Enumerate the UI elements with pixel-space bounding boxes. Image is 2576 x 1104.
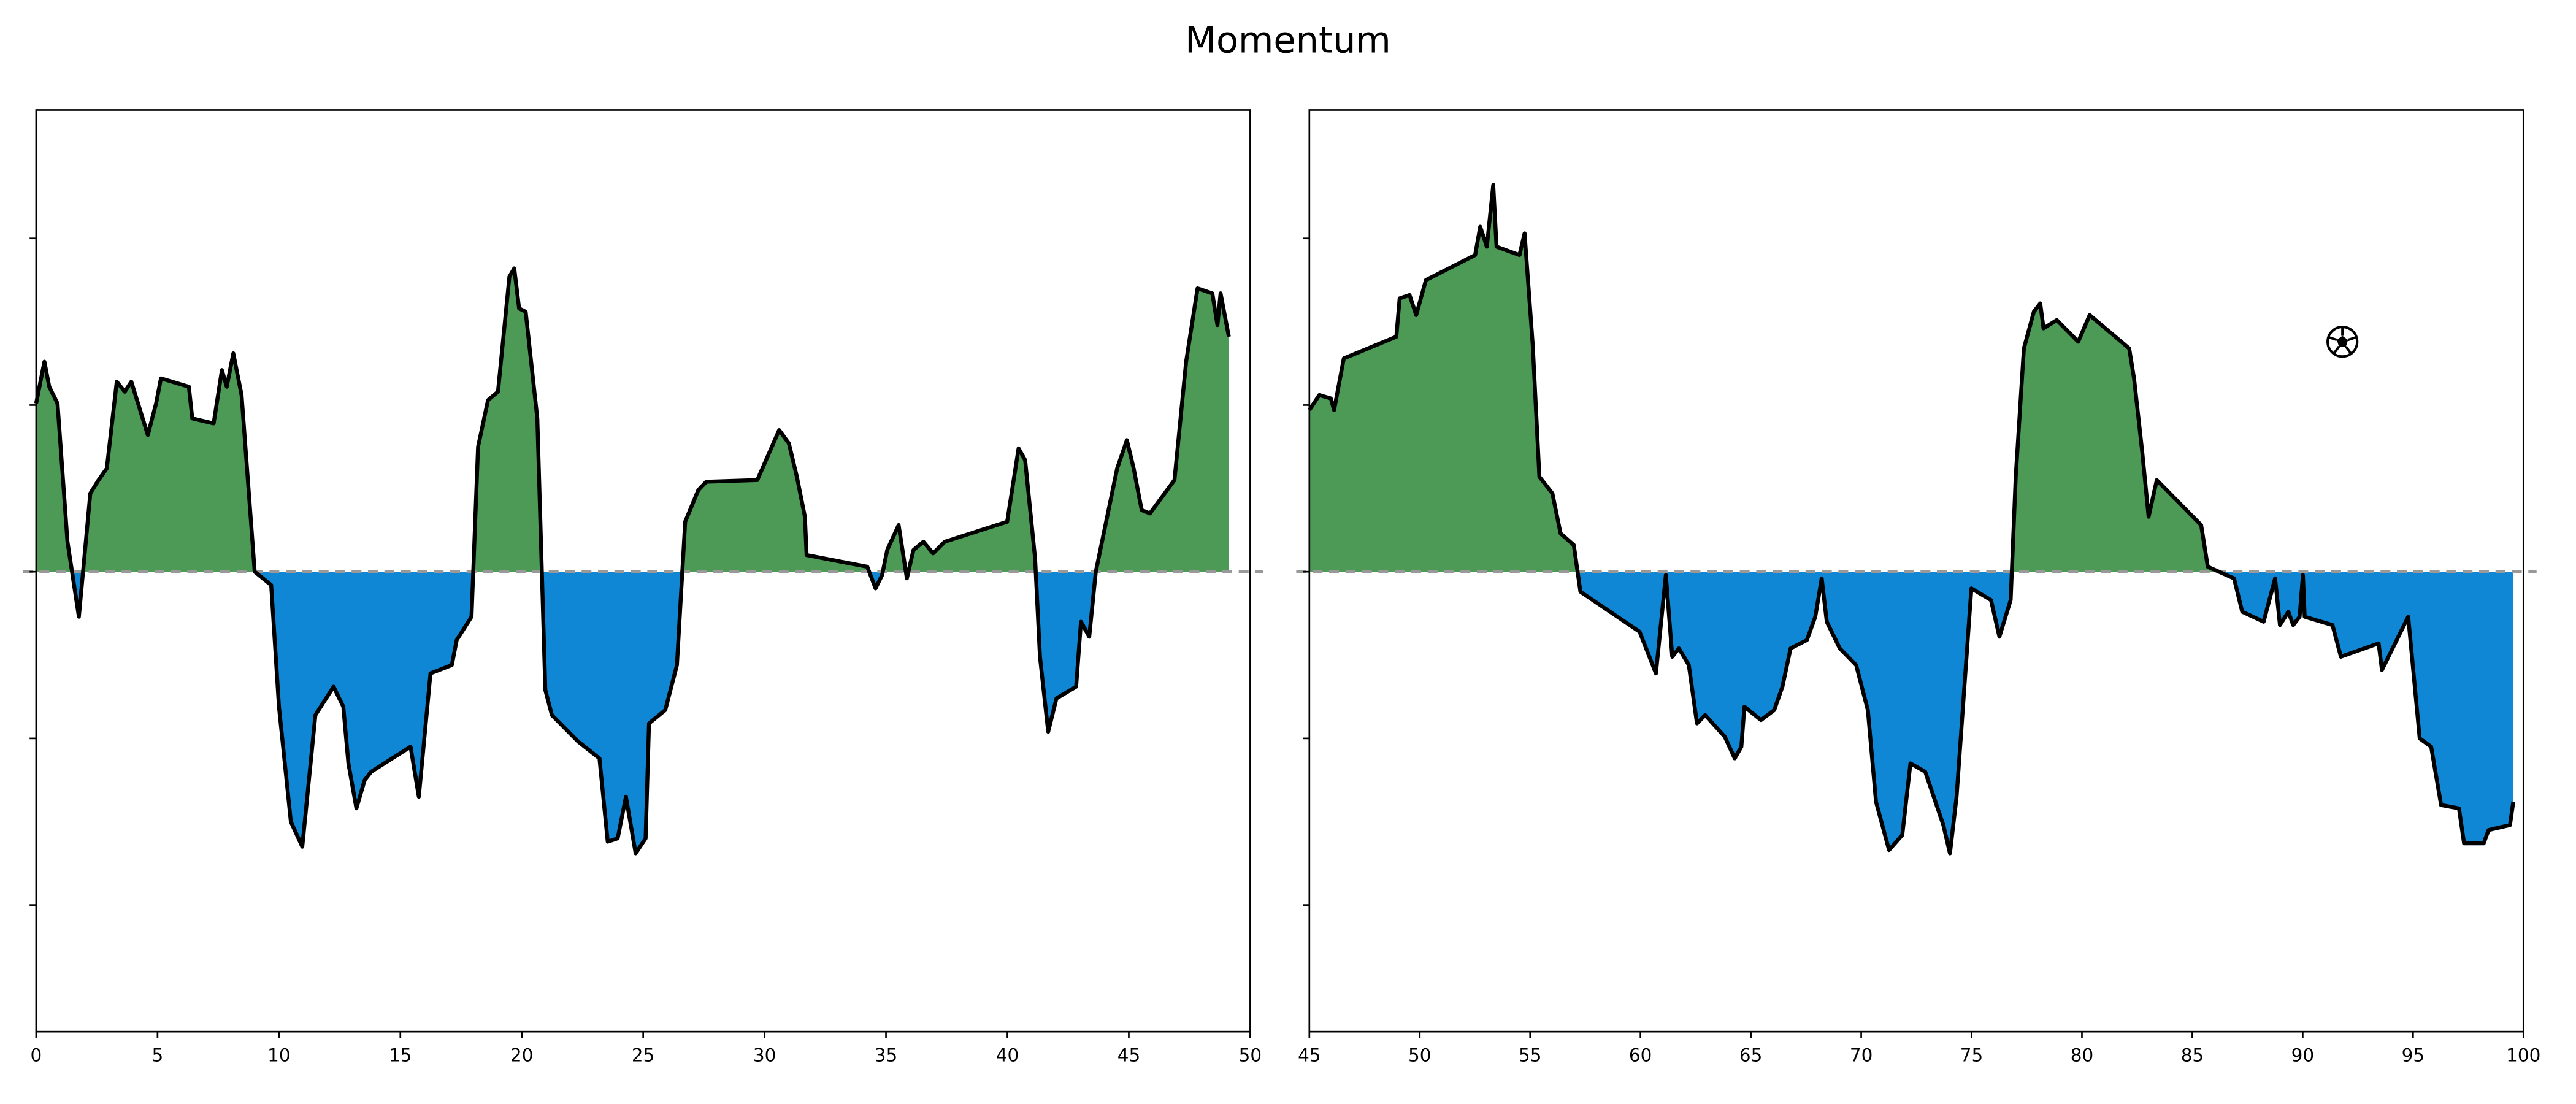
x-tick-label: 50	[1239, 1045, 1262, 1065]
x-tick-label: 50	[1408, 1045, 1431, 1065]
figure-title: Momentum	[1185, 19, 1391, 61]
x-tick-label: 0	[31, 1045, 42, 1065]
x-tick-label: 60	[1629, 1045, 1652, 1065]
x-tick-label: 20	[510, 1045, 533, 1065]
ball-seam	[2328, 336, 2337, 342]
ball-seam	[2347, 336, 2356, 342]
x-tick-label: 5	[152, 1045, 164, 1065]
x-tick-label: 35	[875, 1045, 897, 1065]
x-tick-label: 45	[1117, 1045, 1140, 1065]
x-tick-label: 10	[267, 1045, 290, 1065]
x-tick-label: 80	[2071, 1045, 2093, 1065]
x-tick-label: 40	[996, 1045, 1019, 1065]
plot-frame	[1308, 109, 2524, 1033]
positive-area	[1309, 185, 2513, 572]
x-tick-label: 75	[1960, 1045, 1983, 1065]
x-tick-label: 30	[753, 1045, 776, 1065]
ball-patch	[2336, 335, 2348, 347]
negative-area	[1577, 572, 2513, 854]
panel: 45 50 55 60 65 70 75 80 85 90 95 100	[1296, 109, 2540, 1065]
positive-area	[36, 268, 1229, 572]
x-tick-label: 65	[1739, 1045, 1762, 1065]
panel: 0 5 10 15 20 25 30 35 40 45 50	[23, 109, 1263, 1065]
x-tick-label: 95	[2402, 1045, 2425, 1065]
momentum-line	[34, 266, 1231, 856]
x-tick-label: 15	[389, 1045, 412, 1065]
ball-seam	[2333, 345, 2340, 354]
momentum-line	[1308, 183, 2515, 856]
ball-seam	[2345, 345, 2352, 354]
x-tick-label: 90	[2291, 1045, 2314, 1065]
goal-event	[2326, 326, 2359, 358]
x-tick-label: 25	[632, 1045, 654, 1065]
x-tick-label: 70	[1850, 1045, 1873, 1065]
x-tick-label: 45	[1298, 1045, 1321, 1065]
negative-area	[72, 572, 1096, 854]
x-tick-label: 85	[2181, 1045, 2204, 1065]
x-tick-label: 100	[2506, 1045, 2540, 1065]
x-tick-label: 55	[1519, 1045, 1541, 1065]
